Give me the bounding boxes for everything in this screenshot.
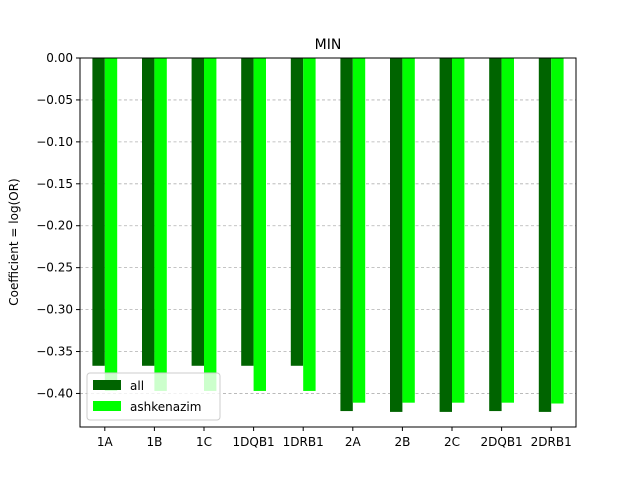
y-tick-label: −0.10: [36, 135, 73, 149]
bar-all-2DQB1: [489, 58, 502, 412]
y-tick-label: −0.25: [36, 261, 73, 275]
x-tick-label: 2DQB1: [481, 435, 523, 449]
bar-ashkenazim-2DQB1: [501, 58, 514, 403]
bar-all-2C: [439, 58, 452, 412]
legend-label-ashkenazim: ashkenazim: [130, 400, 201, 414]
bar-all-2A: [340, 58, 353, 412]
y-axis: 0.00 −0.05 −0.10 −0.15 −0.20 −0.25 −0.30 −0.35 −…: [36, 51, 80, 400]
x-tick-label: 1C: [196, 435, 212, 449]
y-tick-label: 0.00: [46, 51, 73, 65]
bars: [92, 58, 564, 412]
bar-all-1C: [191, 58, 204, 366]
chart-title: MIN: [315, 37, 342, 53]
legend-swatch-ashkenazim: [93, 401, 121, 411]
y-tick-label: −0.05: [36, 93, 73, 107]
bar-all-2DRB1: [538, 58, 552, 412]
bar-ashkenazim-1C: [204, 58, 217, 391]
legend: all ashkenazim: [86, 372, 221, 421]
x-tick-label: 1DRB1: [283, 435, 324, 449]
bar-ashkenazim-1A: [104, 58, 118, 391]
legend-label-all: all: [130, 379, 144, 393]
x-tick-label: 1A: [97, 435, 114, 449]
bar-all-2B: [390, 58, 403, 412]
y-axis-label: Coefficient = log(OR): [7, 178, 21, 305]
y-tick-label: −0.35: [36, 345, 73, 359]
bar-all-1DQB1: [241, 58, 254, 366]
legend-swatch-all: [93, 380, 121, 390]
bar-ashkenazim-2DRB1: [551, 58, 564, 404]
bar-ashkenazim-1DRB1: [303, 58, 316, 391]
plot-frame: [79, 57, 577, 428]
y-tick-label: −0.40: [36, 386, 73, 400]
x-tick-label: 2DRB1: [531, 435, 572, 449]
x-tick-label: 1DQB1: [233, 435, 275, 449]
y-tick-label: −0.15: [36, 177, 73, 191]
y-tick-label: −0.30: [36, 303, 73, 317]
bar-ashkenazim-2B: [402, 58, 415, 403]
x-tick-label: 1B: [146, 435, 162, 449]
bar-all-1A: [92, 58, 105, 366]
x-axis: 1A 1B 1C 1DQB1 1DRB1 2A 2B 2C 2DQB1 2DRB1: [97, 427, 572, 449]
bar-all-1B: [142, 58, 155, 366]
bar-ashkenazim-2A: [352, 58, 366, 403]
x-tick-label: 2B: [394, 435, 410, 449]
y-tick-label: −0.20: [36, 219, 73, 233]
x-tick-label: 2A: [345, 435, 362, 449]
bar-ashkenazim-2C: [452, 58, 465, 403]
bar-all-1DRB1: [290, 58, 304, 366]
bar-ashkenazim-1DQB1: [253, 58, 266, 391]
x-tick-label: 2C: [444, 435, 460, 449]
bar-ashkenazim-1B: [154, 58, 167, 391]
